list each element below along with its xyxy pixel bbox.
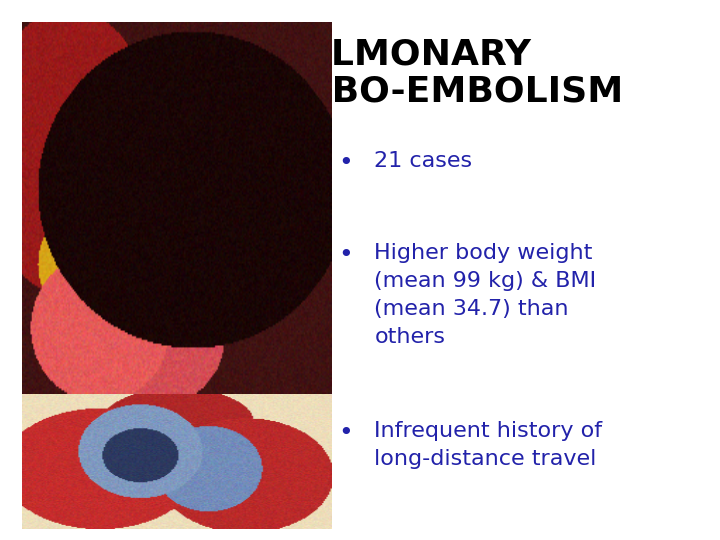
Text: Infrequent history of
long-distance travel: Infrequent history of long-distance trav… <box>374 421 603 469</box>
Text: 21 cases: 21 cases <box>374 151 472 171</box>
Text: •: • <box>338 243 353 267</box>
Text: PULMONARY
THROMBO-EMBOLISM: PULMONARY THROMBO-EMBOLISM <box>183 38 624 109</box>
Text: Higher body weight
(mean 99 kg) & BMI
(mean 34.7) than
others: Higher body weight (mean 99 kg) & BMI (m… <box>374 243 597 347</box>
Text: •: • <box>338 151 353 175</box>
Text: •: • <box>338 421 353 445</box>
